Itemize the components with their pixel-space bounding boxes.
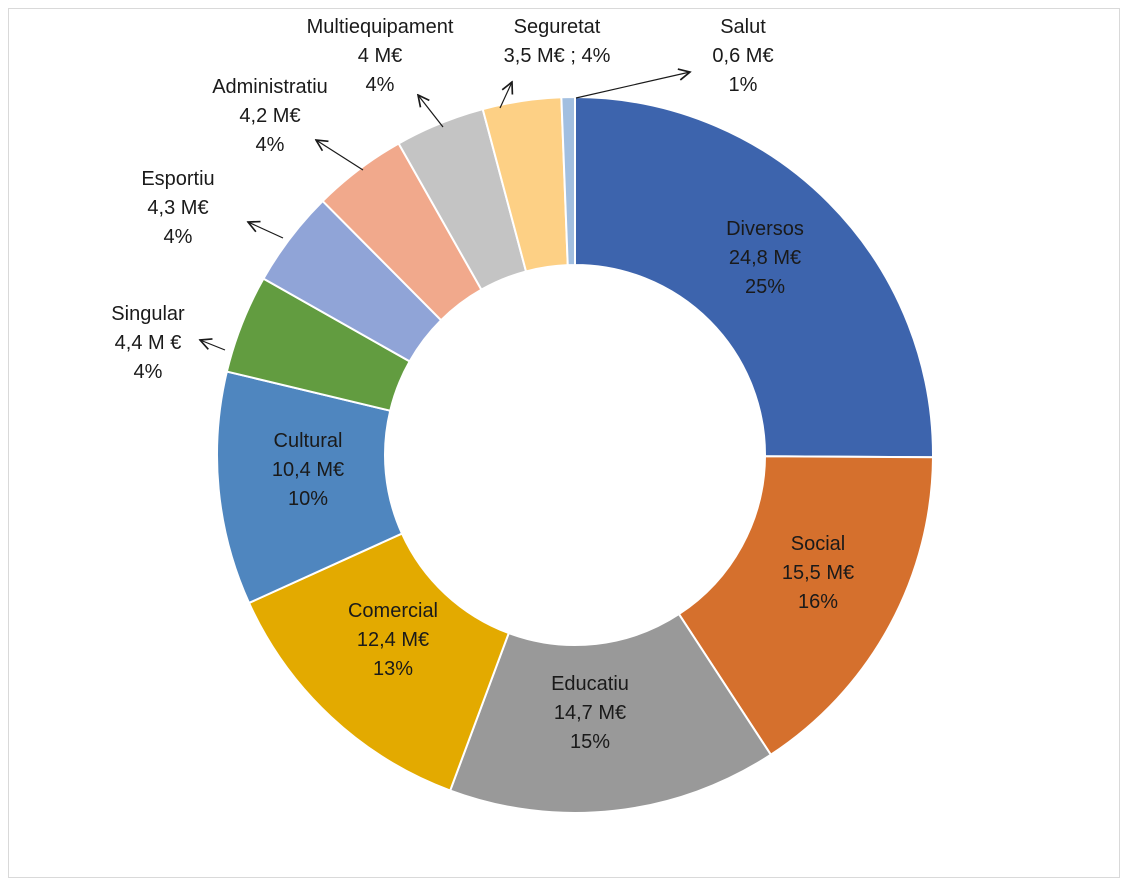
leader-line-singular: [200, 340, 226, 351]
data-label-multiequipament: Multiequipament 4 M€ 4%: [307, 16, 454, 96]
data-label-diversos: Diversos 24,8 M€ 25%: [726, 218, 804, 298]
leader-line-salut: [575, 72, 690, 99]
slice-social: [677, 455, 934, 757]
data-label-educatiu: Educatiu 14,7 M€ 15%: [551, 673, 629, 753]
leader-line-seguretat: [499, 82, 512, 109]
data-label-social: Social 15,5 M€ 16%: [782, 533, 854, 613]
data-label-esportiu: Esportiu 4,3 M€ 4%: [141, 168, 214, 248]
data-label-salut: Salut 0,6 M€ 1%: [712, 16, 773, 96]
leader-line-multiequipament: [418, 95, 444, 128]
data-label-comercial: Comercial 12,4 M€ 13%: [348, 600, 438, 680]
data-label-seguretat: Seguretat 3,5 M€ ; 4%: [504, 16, 611, 67]
data-label-singular: Singular 4,4 M €4%: [111, 303, 185, 383]
slice-diversos: [574, 95, 934, 459]
leader-line-esportiu: [248, 222, 284, 239]
data-label-cultural: Cultural 10,4 M€ 10%: [272, 430, 344, 510]
data-label-administratiu: Administratiu 4,2 M€ 4%: [212, 76, 328, 156]
leader-line-administratiu: [316, 140, 364, 171]
slice-salut: [560, 95, 576, 267]
slice-educatiu: [448, 612, 773, 814]
slice-cultural: [216, 370, 404, 605]
